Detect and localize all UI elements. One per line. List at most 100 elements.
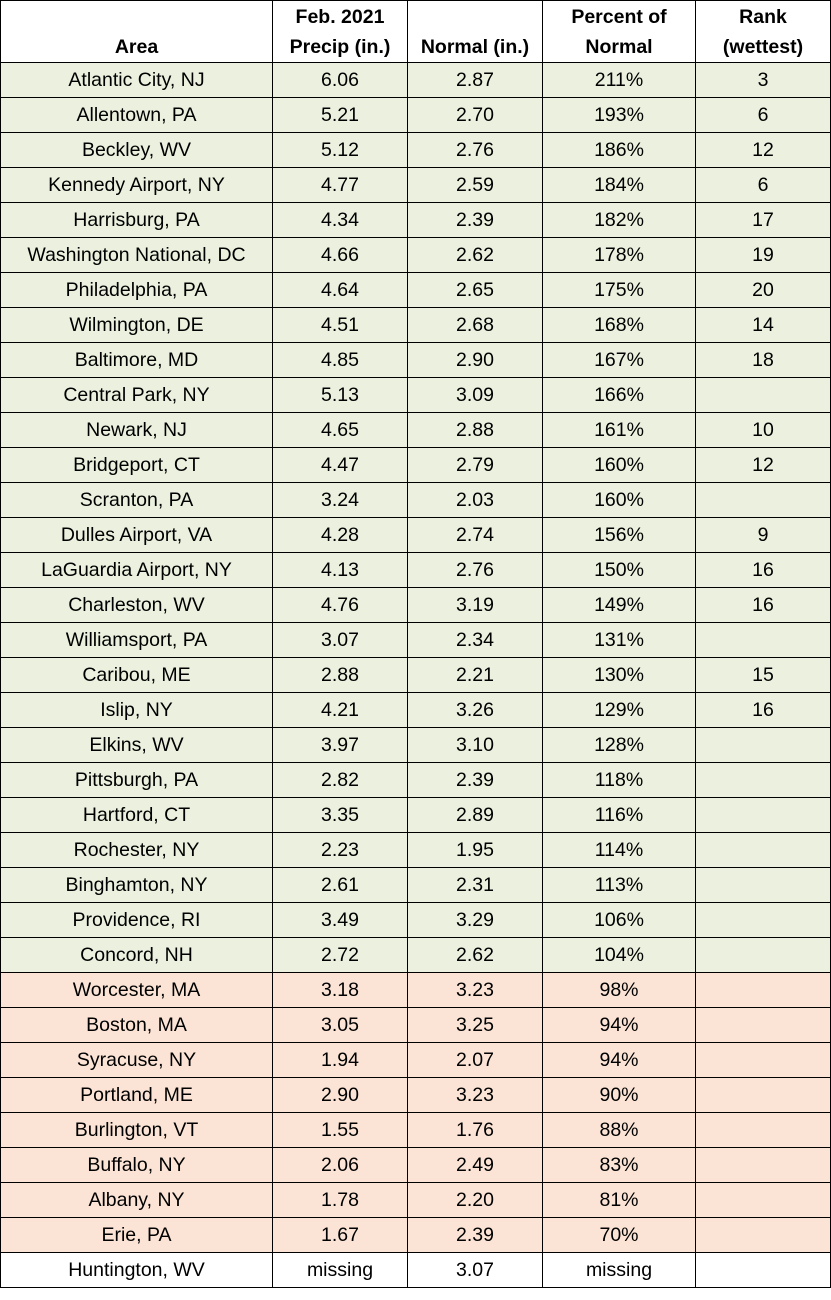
table-cell: 3.05: [272, 1007, 408, 1043]
table-row: Philadelphia, PA 4.64 2.65 175% 20: [0, 272, 831, 308]
table-cell: 4.28: [272, 517, 408, 553]
table-row: Harrisburg, PA 4.34 2.39 182% 17: [0, 202, 831, 238]
table-cell: 3.07: [272, 622, 408, 658]
table-cell: 2.20: [407, 1182, 543, 1218]
table-cell: 2.70: [407, 97, 543, 133]
empty-cell: [695, 937, 831, 973]
table-cell: 116%: [542, 797, 696, 833]
table-row: Caribou, ME 2.88 2.21 130% 15: [0, 657, 831, 693]
table-cell: Newark, NJ: [0, 412, 273, 448]
table-cell: LaGuardia Airport, NY: [0, 552, 273, 588]
table-row: Erie, PA 1.67 2.39 70%: [0, 1217, 831, 1253]
table-cell: Atlantic City, NJ: [0, 62, 273, 98]
table-cell: 175%: [542, 272, 696, 308]
table-cell: 2.07: [407, 1042, 543, 1078]
table-cell: 12: [695, 447, 831, 483]
table-cell: 2.21: [407, 657, 543, 693]
table-cell: Buffalo, NY: [0, 1147, 273, 1183]
header-cell: Area: [0, 0, 273, 63]
table-cell: 2.62: [407, 937, 543, 973]
table-row: Islip, NY 4.21 3.26 129% 16: [0, 692, 831, 728]
table-cell: Syracuse, NY: [0, 1042, 273, 1078]
table-cell: 2.49: [407, 1147, 543, 1183]
empty-cell: [695, 727, 831, 763]
table-cell: 1.67: [272, 1217, 408, 1253]
table-row: Binghamton, NY 2.61 2.31 113%: [0, 867, 831, 903]
empty-cell: [695, 762, 831, 798]
table-row: Beckley, WV 5.12 2.76 186% 12: [0, 132, 831, 168]
table-cell: Worcester, MA: [0, 972, 273, 1008]
table-cell: 4.85: [272, 342, 408, 378]
empty-cell: [695, 902, 831, 938]
table-row: Buffalo, NY 2.06 2.49 83%: [0, 1147, 831, 1183]
empty-cell: [695, 1112, 831, 1148]
table-cell: Providence, RI: [0, 902, 273, 938]
table-cell: 1.55: [272, 1112, 408, 1148]
table-cell: 193%: [542, 97, 696, 133]
table-cell: 2.90: [272, 1077, 408, 1113]
table-cell: Scranton, PA: [0, 482, 273, 518]
table-cell: 3.24: [272, 482, 408, 518]
table-row: Washington National, DC 4.66 2.62 178% 19: [0, 237, 831, 273]
table-cell: 149%: [542, 587, 696, 623]
table-row: Charleston, WV 4.76 3.19 149% 16: [0, 587, 831, 623]
table-cell: 106%: [542, 902, 696, 938]
table-cell: 114%: [542, 832, 696, 868]
table-cell: Bridgeport, CT: [0, 447, 273, 483]
table-cell: 2.72: [272, 937, 408, 973]
table-cell: 70%: [542, 1217, 696, 1253]
table-cell: 4.64: [272, 272, 408, 308]
table-cell: Kennedy Airport, NY: [0, 167, 273, 203]
table-cell: Harrisburg, PA: [0, 202, 273, 238]
table-cell: 16: [695, 692, 831, 728]
table-cell: 3.35: [272, 797, 408, 833]
table-cell: Elkins, WV: [0, 727, 273, 763]
empty-cell: [695, 377, 831, 413]
table-cell: 4.66: [272, 237, 408, 273]
table-cell: 9: [695, 517, 831, 553]
table-cell: 4.47: [272, 447, 408, 483]
table-cell: 2.68: [407, 307, 543, 343]
table-cell: Hartford, CT: [0, 797, 273, 833]
table-cell: Dulles Airport, VA: [0, 517, 273, 553]
table-cell: 168%: [542, 307, 696, 343]
table-cell: 2.87: [407, 62, 543, 98]
table-row: Boston, MA 3.05 3.25 94%: [0, 1007, 831, 1043]
table-cell: 3.10: [407, 727, 543, 763]
table-cell: 3: [695, 62, 831, 98]
table-cell: 3.18: [272, 972, 408, 1008]
empty-cell: [695, 1147, 831, 1183]
empty-cell: [695, 1007, 831, 1043]
table-cell: 186%: [542, 132, 696, 168]
table-cell: 3.29: [407, 902, 543, 938]
table-row: Baltimore, MD 4.85 2.90 167% 18: [0, 342, 831, 378]
table-row: Huntington, WV missing 3.07 missing: [0, 1252, 831, 1288]
table-cell: 4.34: [272, 202, 408, 238]
empty-cell: [695, 832, 831, 868]
table-cell: 131%: [542, 622, 696, 658]
table-row: Allentown, PA 5.21 2.70 193% 6: [0, 97, 831, 133]
empty-cell: [695, 1042, 831, 1078]
header-cell: Feb. 2021 Precip (in.): [272, 0, 408, 63]
table-cell: 130%: [542, 657, 696, 693]
table-cell: 88%: [542, 1112, 696, 1148]
table-cell: 167%: [542, 342, 696, 378]
table-row: Central Park, NY 5.13 3.09 166%: [0, 377, 831, 413]
table-row: Dulles Airport, VA 4.28 2.74 156% 9: [0, 517, 831, 553]
table-cell: Burlington, VT: [0, 1112, 273, 1148]
table-cell: 2.88: [272, 657, 408, 693]
table-cell: 2.34: [407, 622, 543, 658]
table-cell: 3.97: [272, 727, 408, 763]
table-cell: 129%: [542, 692, 696, 728]
table-cell: 90%: [542, 1077, 696, 1113]
table-cell: 16: [695, 587, 831, 623]
table-cell: 20: [695, 272, 831, 308]
table-cell: Washington National, DC: [0, 237, 273, 273]
table-cell: 1.78: [272, 1182, 408, 1218]
table-cell: 2.59: [407, 167, 543, 203]
table-cell: missing: [272, 1252, 408, 1288]
table-cell: 150%: [542, 552, 696, 588]
table-cell: Charleston, WV: [0, 587, 273, 623]
table-cell: Philadelphia, PA: [0, 272, 273, 308]
table-cell: 2.76: [407, 552, 543, 588]
